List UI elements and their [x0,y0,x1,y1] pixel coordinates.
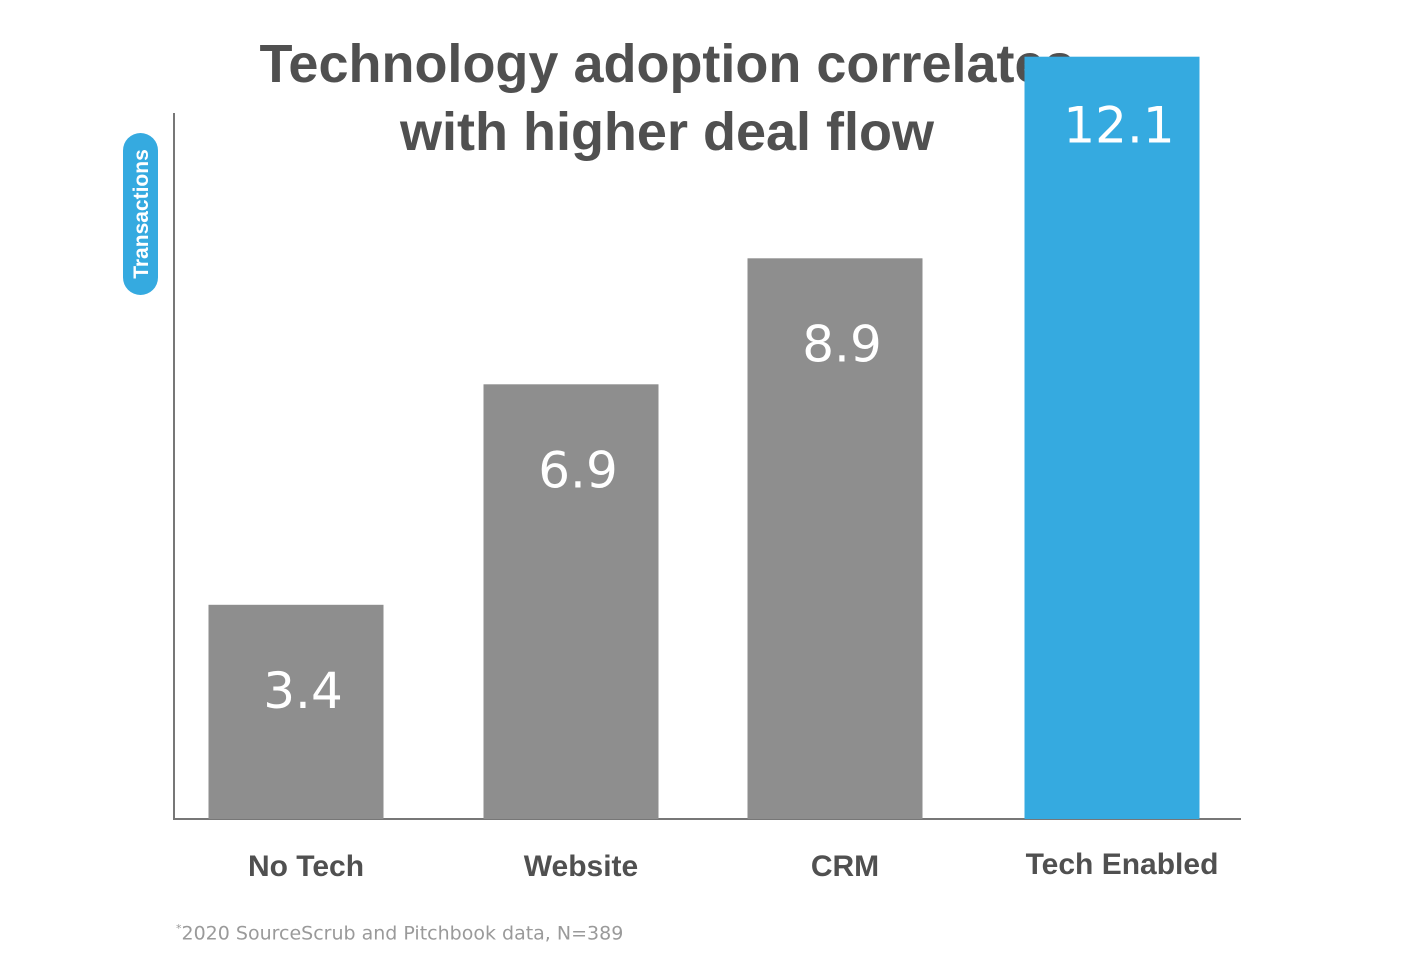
category-label: No Tech [248,850,364,883]
category-label: Website [524,850,638,883]
y-axis-label-text: Transactions [130,149,153,279]
bar-tech-enabled [1024,56,1200,819]
bars-group: 3.4 No Tech 6.9 Website 8.9 CRM 12.1 Tech Enabl… [208,56,1219,883]
bar-value-label: 12.1 [1063,97,1174,155]
source-footnote: *2020 SourceScrub and Pitchbook data, N=… [176,922,623,944]
bar-value-label: 8.9 [802,315,882,373]
category-label: Tech Enabled [1026,848,1219,881]
bar-crm [747,258,923,819]
footnote-marker: * [176,922,182,935]
chart-title-line-1: Technology adoption correlates [259,34,1075,94]
chart-title: Technology adoption correlates with high… [0,30,1334,166]
bar-value-label: 3.4 [263,662,343,720]
bar-website [483,384,659,819]
footnote-text: 2020 SourceScrub and Pitchbook data, N=3… [181,922,624,945]
bar-no-tech [208,604,384,819]
bar-value-label: 6.9 [538,441,618,499]
category-label: CRM [811,850,879,883]
y-axis-label-pill [123,133,158,295]
y-axis-label: Transactions [123,133,158,295]
chart-title-line-2: with higher deal flow [399,102,934,162]
